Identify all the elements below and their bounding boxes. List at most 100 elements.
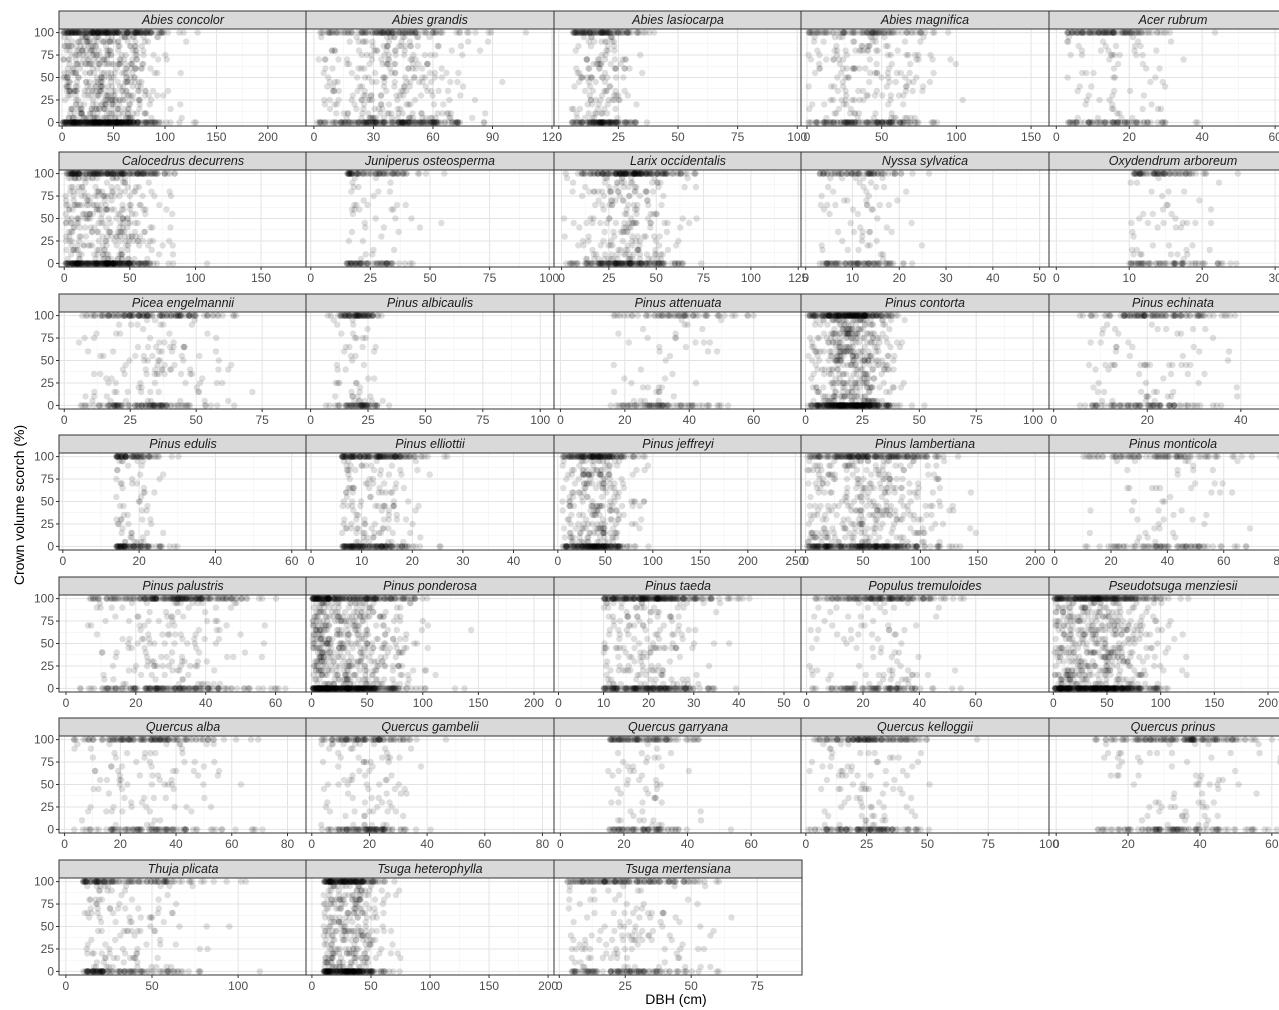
data-point [1143, 65, 1150, 72]
panel-title: Larix occidentalis [630, 154, 726, 168]
data-point [927, 51, 934, 59]
data-point [97, 119, 105, 126]
data-point [149, 352, 156, 360]
data-point [586, 29, 593, 36]
y-tick-label: 0 [47, 256, 54, 270]
data-point [102, 29, 110, 36]
data-point [441, 119, 448, 126]
data-point [811, 69, 819, 77]
data-point [1153, 260, 1160, 267]
data-point [142, 119, 149, 126]
x-tick-label: 75 [255, 413, 269, 427]
data-point [101, 29, 108, 36]
data-point [354, 260, 361, 267]
data-point [832, 201, 839, 209]
data-point [1118, 114, 1125, 122]
x-tick-label: 100 [185, 271, 205, 285]
data-point [225, 397, 232, 405]
data-point [889, 170, 896, 177]
data-point [396, 92, 404, 99]
data-point [134, 83, 142, 90]
data-point [834, 29, 841, 36]
data-point [590, 188, 598, 195]
data-point [359, 29, 367, 36]
data-point [499, 78, 506, 86]
data-point [636, 170, 644, 177]
x-tick-label: 0 [802, 271, 809, 285]
data-point [1154, 105, 1162, 113]
data-point [107, 78, 115, 86]
data-point [127, 92, 134, 99]
data-point [408, 215, 415, 222]
data-point [599, 74, 606, 81]
data-point [146, 260, 154, 267]
data-point [1139, 105, 1146, 113]
x-tick-label: 50 [107, 130, 121, 144]
data-point [571, 29, 578, 36]
data-point [864, 119, 871, 126]
data-point [148, 96, 155, 104]
data-point [581, 87, 589, 95]
data-point [1102, 42, 1109, 50]
data-point [62, 192, 69, 200]
data-point [100, 219, 107, 227]
data-point [364, 201, 371, 209]
data-point [111, 29, 118, 36]
data-point [92, 78, 99, 86]
data-point [148, 119, 155, 126]
data-point [359, 110, 366, 117]
data-point [1149, 242, 1157, 249]
panel-title: Acer rubrum [1138, 13, 1208, 27]
data-point [591, 170, 598, 177]
data-point [75, 339, 83, 346]
data-point [125, 237, 133, 245]
data-point [1149, 210, 1157, 218]
data-point [1111, 74, 1119, 81]
data-point [392, 215, 399, 222]
data-point [920, 83, 927, 90]
data-point [885, 201, 893, 209]
data-point [887, 29, 895, 36]
data-point [443, 69, 450, 77]
data-point [571, 83, 578, 90]
data-point [830, 188, 837, 195]
data-point [611, 47, 618, 54]
data-point [65, 119, 72, 126]
data-point [401, 29, 408, 36]
data-point [909, 170, 916, 177]
data-point [1206, 246, 1213, 254]
data-point [171, 170, 178, 177]
data-point [849, 96, 856, 104]
data-point [415, 78, 423, 86]
data-point [110, 188, 117, 195]
data-point [562, 170, 569, 177]
data-point [810, 29, 818, 36]
data-point [631, 119, 639, 126]
data-point [612, 74, 620, 81]
data-point [331, 101, 338, 108]
data-point [631, 188, 638, 195]
data-point [453, 29, 460, 36]
data-point [818, 242, 825, 249]
data-point [70, 201, 78, 209]
data-point [115, 60, 123, 68]
data-point [99, 101, 106, 108]
data-point [368, 29, 375, 36]
data-point [1064, 29, 1071, 36]
data-point [95, 60, 102, 68]
data-point [403, 87, 410, 95]
data-point [158, 119, 165, 126]
data-point [611, 260, 618, 267]
data-point [91, 119, 98, 126]
data-point [108, 197, 115, 204]
data-point [612, 105, 619, 113]
data-point [859, 87, 867, 95]
data-point [677, 224, 684, 231]
data-point [82, 119, 90, 126]
data-point [446, 96, 453, 104]
data-point [1165, 242, 1173, 249]
data-point [692, 183, 700, 191]
